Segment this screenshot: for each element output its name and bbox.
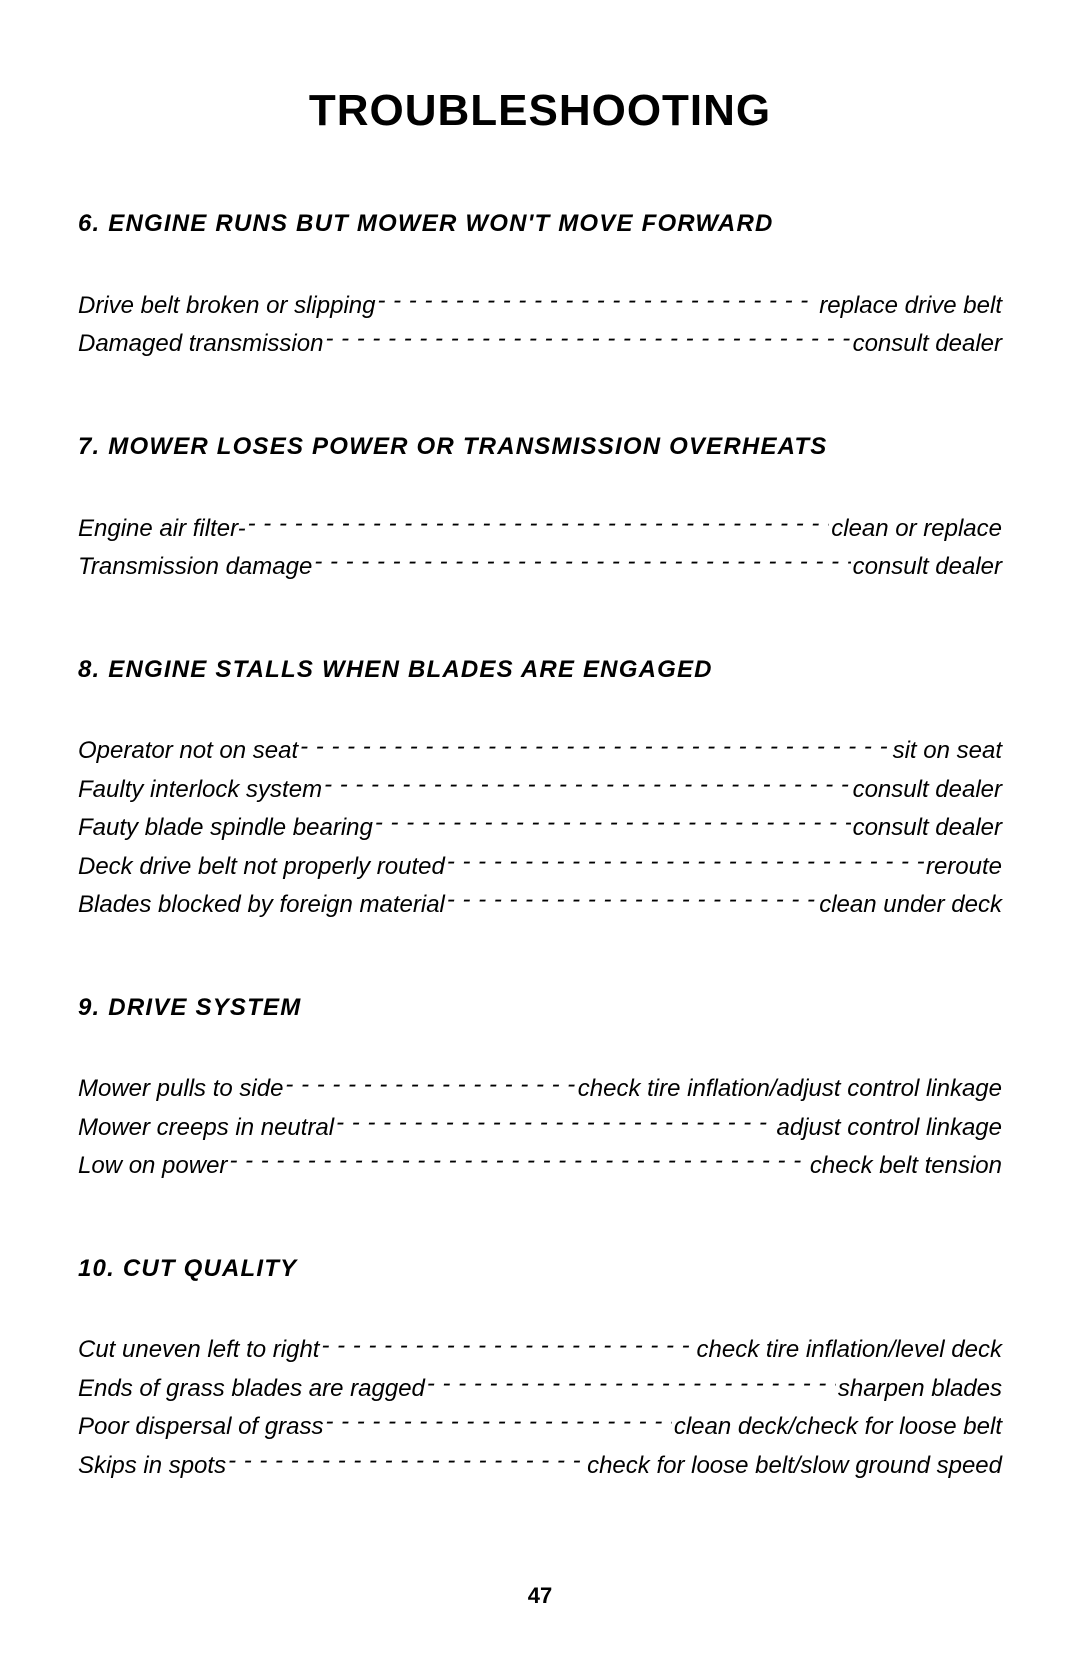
page-title: TROUBLESHOOTING: [78, 86, 1002, 136]
solution-text: consult dealer: [853, 327, 1002, 361]
problem-text: Blades blocked by foreign material: [78, 888, 445, 922]
solution-text: check for loose belt/slow ground speed: [587, 1449, 1002, 1483]
troubleshoot-row: Blades blocked by foreign material clean…: [78, 883, 1002, 921]
problem-text: Skips in spots: [78, 1449, 226, 1483]
solution-text: reroute: [926, 850, 1002, 884]
solution-text: sit on seat: [893, 734, 1002, 768]
leader-dashes: [248, 507, 830, 536]
problem-text: Deck drive belt not properly routed: [78, 850, 445, 884]
leader-dashes: [325, 322, 850, 351]
troubleshoot-row: Transmission damage consult dealer: [78, 545, 1002, 583]
problem-text: Low on power: [78, 1149, 227, 1183]
troubleshoot-section: 10. CUT QUALITY Cut uneven left to right c…: [78, 1255, 1002, 1483]
troubleshoot-row: Engine air filter- clean or replace: [78, 507, 1002, 545]
leader-dashes: [229, 1144, 807, 1173]
solution-text: clean deck/check for loose belt: [674, 1410, 1002, 1444]
solution-text: clean under deck: [819, 888, 1002, 922]
leader-dashes: [447, 845, 924, 874]
problem-text: Transmission damage: [78, 550, 312, 584]
troubleshoot-row: Fauty blade spindle bearing consult deal…: [78, 806, 1002, 844]
solution-text: consult dealer: [853, 811, 1002, 845]
leader-dashes: [321, 1329, 694, 1358]
leader-dashes: [285, 1068, 575, 1097]
solution-text: consult dealer: [853, 550, 1002, 584]
solution-text: check tire inflation/level deck: [697, 1333, 1002, 1367]
page-number: 47: [0, 1583, 1080, 1609]
troubleshoot-row: Mower pulls to side check tire inflation/…: [78, 1068, 1002, 1106]
section-heading: 6. ENGINE RUNS BUT MOWER WON'T MOVE FORW…: [78, 210, 1002, 238]
solution-text: consult dealer: [853, 773, 1002, 807]
troubleshoot-row: Poor dispersal of grass clean deck/check…: [78, 1405, 1002, 1443]
leader-dashes: [447, 883, 817, 912]
problem-text: Poor dispersal of grass: [78, 1410, 323, 1444]
troubleshoot-row: Skips in spots check for loose belt/slow …: [78, 1444, 1002, 1482]
solution-text: clean or replace: [831, 512, 1002, 546]
troubleshoot-section: 6. ENGINE RUNS BUT MOWER WON'T MOVE FORW…: [78, 210, 1002, 361]
leader-dashes: [228, 1444, 585, 1473]
solution-text: replace drive belt: [819, 289, 1002, 323]
troubleshoot-row: Mower creeps in neutral adjust control l…: [78, 1106, 1002, 1144]
leader-dashes: [325, 1405, 671, 1434]
troubleshoot-row: Low on power check belt tension: [78, 1144, 1002, 1182]
troubleshoot-row: Faulty interlock system consult dealer: [78, 768, 1002, 806]
troubleshoot-row: Ends of grass blades are ragged sharpen …: [78, 1367, 1002, 1405]
solution-text: sharpen blades: [838, 1372, 1002, 1406]
problem-text: Cut uneven left to right: [78, 1333, 319, 1367]
leader-dashes: [377, 284, 817, 313]
sections-container: 6. ENGINE RUNS BUT MOWER WON'T MOVE FORW…: [78, 210, 1002, 1482]
leader-dashes: [375, 806, 851, 835]
solution-text: check tire inflation/adjust control link…: [578, 1072, 1002, 1106]
problem-text: Mower creeps in neutral: [78, 1111, 334, 1145]
solution-text: adjust control linkage: [777, 1111, 1002, 1145]
section-heading: 7. MOWER LOSES POWER OR TRANSMISSION OVE…: [78, 433, 1002, 461]
document-page: TROUBLESHOOTING 6. ENGINE RUNS BUT MOWER…: [0, 0, 1080, 1669]
problem-text: Mower pulls to side: [78, 1072, 283, 1106]
section-heading: 9. DRIVE SYSTEM: [78, 994, 1002, 1022]
leader-dashes: [427, 1367, 836, 1396]
solution-text: check belt tension: [810, 1149, 1002, 1183]
troubleshoot-row: Cut uneven left to right check tire infla…: [78, 1329, 1002, 1367]
problem-text: Operator not on seat: [78, 734, 298, 768]
section-heading: 10. CUT QUALITY: [78, 1255, 1002, 1283]
troubleshoot-row: Deck drive belt not properly routed rero…: [78, 845, 1002, 883]
problem-text: Damaged transmission: [78, 327, 323, 361]
problem-text: Ends of grass blades are ragged: [78, 1372, 425, 1406]
leader-dashes: [314, 545, 850, 574]
leader-dashes: [324, 768, 850, 797]
troubleshoot-section: 9. DRIVE SYSTEM Mower pulls to side check …: [78, 994, 1002, 1183]
troubleshoot-row: Operator not on seat sit on seat: [78, 730, 1002, 768]
troubleshoot-section: 8. ENGINE STALLS WHEN BLADES ARE ENGAGED…: [78, 656, 1002, 922]
leader-dashes: [300, 730, 890, 759]
leader-dashes: [336, 1106, 774, 1135]
troubleshoot-row: Drive belt broken or slipping replace dr…: [78, 284, 1002, 322]
problem-text: Fauty blade spindle bearing: [78, 811, 373, 845]
problem-text: Faulty interlock system: [78, 773, 322, 807]
problem-text: Engine air filter-: [78, 512, 246, 546]
problem-text: Drive belt broken or slipping: [78, 289, 375, 323]
troubleshoot-section: 7. MOWER LOSES POWER OR TRANSMISSION OVE…: [78, 433, 1002, 584]
troubleshoot-row: Damaged transmission consult dealer: [78, 322, 1002, 360]
section-heading: 8. ENGINE STALLS WHEN BLADES ARE ENGAGED: [78, 656, 1002, 684]
